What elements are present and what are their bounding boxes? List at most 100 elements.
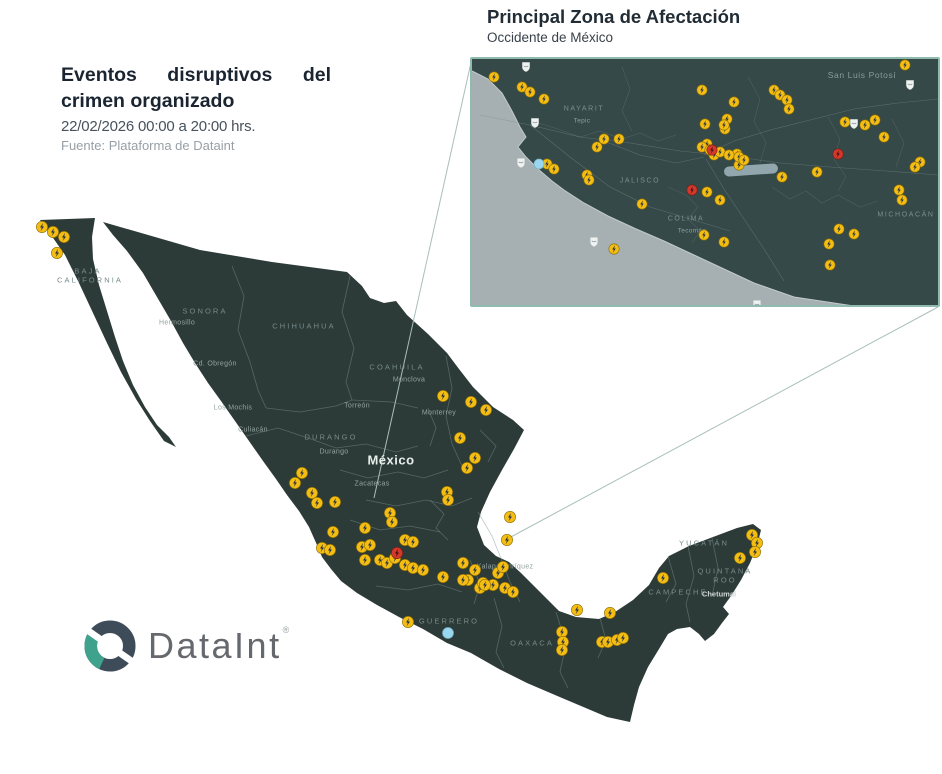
yellow-event-marker[interactable]	[548, 163, 560, 175]
yellow-event-marker[interactable]	[636, 198, 648, 210]
title-block: Eventos disruptivos del crimen organizad…	[61, 62, 331, 153]
yellow-event-marker[interactable]	[538, 93, 550, 105]
highway-shield-icon	[905, 80, 915, 91]
highway-shield-icon	[752, 300, 762, 305]
red-event-marker[interactable]	[706, 144, 718, 156]
yellow-event-marker[interactable]	[407, 536, 419, 548]
yellow-event-marker[interactable]	[823, 238, 835, 250]
highway-shield-icon	[521, 62, 531, 73]
yellow-event-marker[interactable]	[598, 133, 610, 145]
yellow-event-marker[interactable]	[327, 526, 339, 538]
yellow-event-marker[interactable]	[402, 616, 414, 628]
yellow-event-marker[interactable]	[824, 259, 836, 271]
yellow-event-marker[interactable]	[457, 557, 469, 569]
yellow-event-marker[interactable]	[469, 564, 481, 576]
yellow-event-marker[interactable]	[718, 236, 730, 248]
highway-shield-icon	[516, 158, 526, 169]
yellow-event-marker[interactable]	[698, 229, 710, 241]
yellow-event-marker[interactable]	[859, 119, 871, 131]
yellow-event-marker[interactable]	[364, 539, 376, 551]
yellow-event-marker[interactable]	[359, 522, 371, 534]
yellow-event-marker[interactable]	[728, 96, 740, 108]
yellow-event-marker[interactable]	[749, 546, 761, 558]
yellow-event-marker[interactable]	[583, 174, 595, 186]
yellow-event-marker[interactable]	[516, 81, 528, 93]
yellow-event-marker[interactable]	[524, 86, 536, 98]
inset-subtitle: Occidente de México	[487, 30, 614, 45]
yellow-event-marker[interactable]	[896, 194, 908, 206]
yellow-event-marker[interactable]	[504, 511, 516, 523]
red-event-marker[interactable]	[832, 148, 844, 160]
yellow-event-marker[interactable]	[696, 84, 708, 96]
yellow-event-marker[interactable]	[324, 544, 336, 556]
registered-mark: ®	[282, 625, 292, 635]
yellow-event-marker[interactable]	[657, 572, 669, 584]
blue-event-marker[interactable]	[442, 627, 454, 639]
yellow-event-marker[interactable]	[811, 166, 823, 178]
dataint-logo: DataInt®	[84, 620, 292, 672]
yellow-event-marker[interactable]	[556, 626, 568, 638]
yellow-event-marker[interactable]	[604, 607, 616, 619]
yellow-event-marker[interactable]	[556, 644, 568, 656]
yellow-event-marker[interactable]	[571, 604, 583, 616]
yellow-event-marker[interactable]	[306, 487, 318, 499]
yellow-event-marker[interactable]	[776, 171, 788, 183]
yellow-event-marker[interactable]	[461, 462, 473, 474]
yellow-event-marker[interactable]	[480, 404, 492, 416]
yellow-event-marker[interactable]	[869, 114, 881, 126]
yellow-event-marker[interactable]	[488, 71, 500, 83]
red-event-marker[interactable]	[391, 547, 403, 559]
yellow-event-marker[interactable]	[36, 221, 48, 233]
yellow-event-marker[interactable]	[437, 571, 449, 583]
yellow-event-marker[interactable]	[501, 534, 513, 546]
yellow-event-marker[interactable]	[465, 396, 477, 408]
yellow-event-marker[interactable]	[714, 194, 726, 206]
yellow-event-marker[interactable]	[738, 154, 750, 166]
yellow-event-marker[interactable]	[909, 161, 921, 173]
inset-roads	[479, 98, 938, 282]
yellow-event-marker[interactable]	[751, 537, 763, 549]
page-title: Eventos disruptivos del crimen organizad…	[61, 64, 331, 112]
yellow-event-marker[interactable]	[848, 228, 860, 240]
yellow-event-marker[interactable]	[718, 119, 730, 131]
yellow-event-marker[interactable]	[701, 186, 713, 198]
inset-map: San Luis Potosí NAYARIT Tepic JALISCO COLIMA…	[470, 57, 940, 307]
yellow-event-marker[interactable]	[734, 552, 746, 564]
yellow-event-marker[interactable]	[699, 118, 711, 130]
yellow-event-marker[interactable]	[878, 131, 890, 143]
yellow-event-marker[interactable]	[454, 432, 466, 444]
yellow-event-marker[interactable]	[417, 564, 429, 576]
red-event-marker[interactable]	[686, 184, 698, 196]
yellow-event-marker[interactable]	[479, 579, 491, 591]
yellow-event-marker[interactable]	[591, 141, 603, 153]
yellow-event-marker[interactable]	[289, 477, 301, 489]
yellow-event-marker[interactable]	[437, 390, 449, 402]
yellow-event-marker[interactable]	[386, 516, 398, 528]
highway-shield-icon	[849, 119, 859, 130]
yellow-event-marker[interactable]	[407, 562, 419, 574]
yellow-event-marker[interactable]	[893, 184, 905, 196]
yellow-event-marker[interactable]	[442, 494, 454, 506]
yellow-event-marker[interactable]	[311, 497, 323, 509]
yellow-event-marker[interactable]	[899, 59, 911, 71]
yellow-event-marker[interactable]	[51, 247, 63, 259]
yellow-event-marker[interactable]	[833, 223, 845, 235]
blue-event-marker[interactable]	[533, 158, 545, 170]
yellow-event-marker[interactable]	[497, 561, 509, 573]
yellow-event-marker[interactable]	[329, 496, 341, 508]
highway-shield-icon	[530, 118, 540, 129]
yellow-event-marker[interactable]	[457, 574, 469, 586]
yellow-event-marker[interactable]	[58, 231, 70, 243]
yellow-event-marker[interactable]	[617, 632, 629, 644]
yellow-event-marker[interactable]	[783, 103, 795, 115]
yellow-event-marker[interactable]	[47, 226, 59, 238]
dataint-logo-text: DataInt®	[148, 625, 292, 666]
yellow-event-marker[interactable]	[359, 554, 371, 566]
pacific-ocean-shape	[472, 71, 848, 305]
yellow-event-marker[interactable]	[469, 452, 481, 464]
yellow-event-marker[interactable]	[613, 133, 625, 145]
yellow-event-marker[interactable]	[507, 586, 519, 598]
yellow-event-marker[interactable]	[608, 243, 620, 255]
yellow-event-marker[interactable]	[296, 467, 308, 479]
